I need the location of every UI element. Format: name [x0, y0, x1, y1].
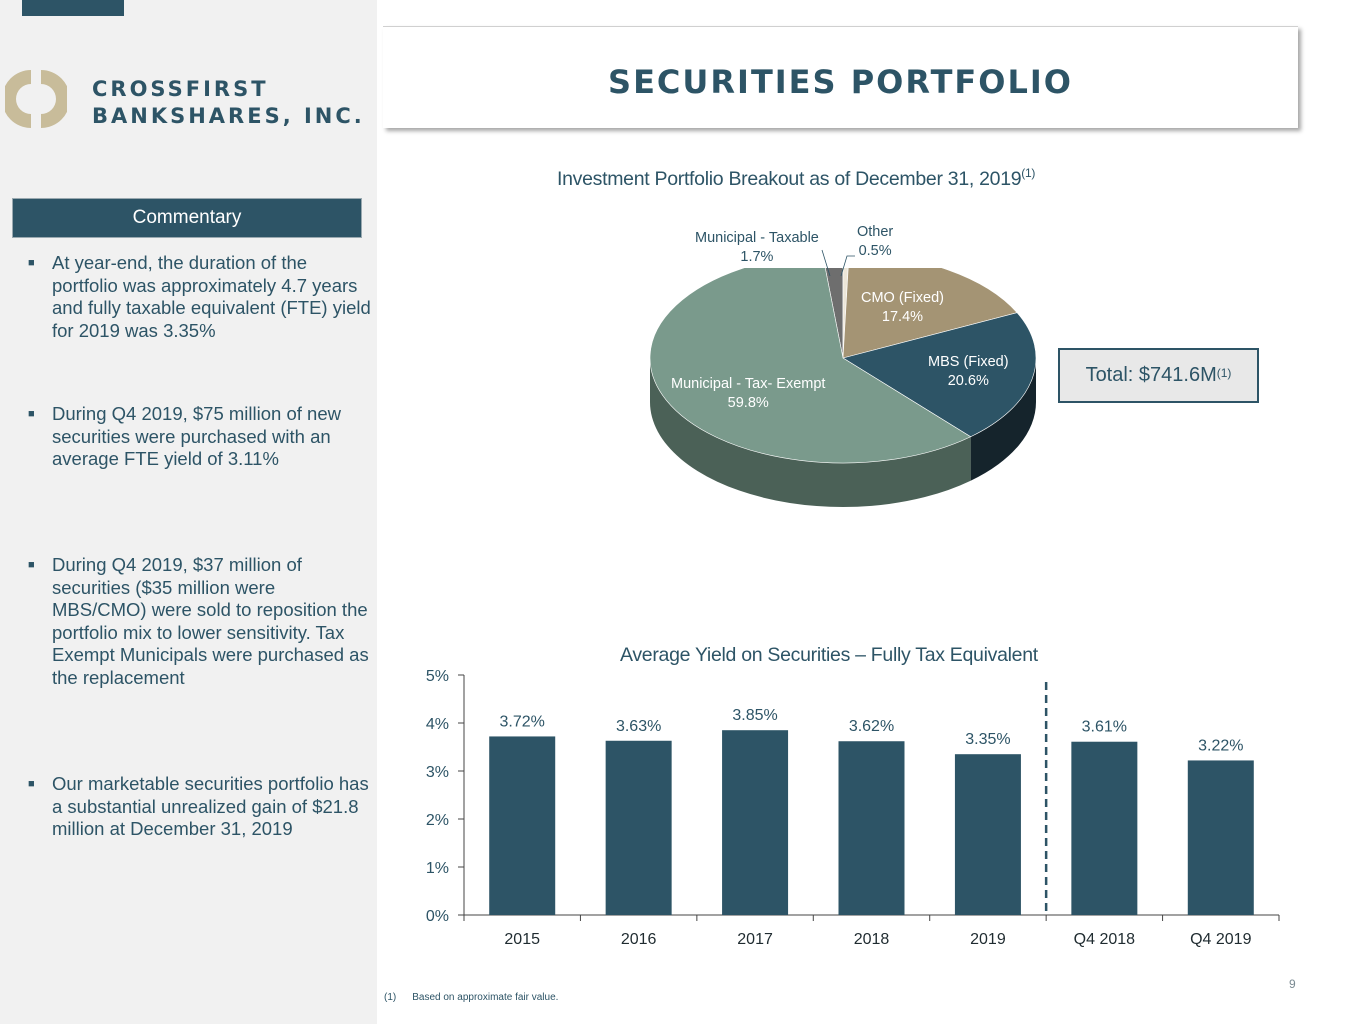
- pie-label-name: MBS (Fixed): [928, 354, 1009, 370]
- bar-2019: [954, 754, 1021, 915]
- bar-q4-2019: [1187, 760, 1254, 915]
- commentary-bullet: ■ Our marketable securities portfolio ha…: [22, 773, 372, 841]
- bar-2015: [489, 736, 556, 915]
- leader-line-other: [840, 255, 855, 277]
- pie-chart: [649, 268, 1037, 507]
- y-tick-label: 0%: [426, 908, 449, 925]
- x-tick-label: 2015: [504, 931, 540, 948]
- y-tick-label: 3%: [426, 764, 449, 781]
- pie-title-footnote-mark: (1): [1021, 166, 1036, 180]
- pie-side-municipal-tax-exempt: [650, 358, 971, 507]
- bar-value-label: 3.22%: [1198, 737, 1243, 754]
- bar-value-label: 3.85%: [732, 707, 777, 724]
- y-tick-label: 1%: [426, 860, 449, 877]
- bullet-icon: ■: [28, 778, 35, 790]
- y-tick-label: 5%: [426, 668, 449, 685]
- x-tick-label: 2018: [854, 931, 890, 948]
- footnote-number: (1): [384, 992, 397, 1003]
- pie-label-name: Municipal - Taxable: [695, 230, 819, 246]
- x-tick-label: 2016: [621, 931, 657, 948]
- pie-chart-title: Investment Portfolio Breakout as of Dece…: [557, 166, 1036, 191]
- bullet-text: During Q4 2019, $75 million of new secur…: [52, 403, 341, 470]
- y-tick-label: 2%: [426, 812, 449, 829]
- bar-value-label: 3.72%: [500, 713, 545, 730]
- total-box: Total: $741.6M(1): [1058, 348, 1259, 403]
- commentary-header: Commentary: [12, 198, 362, 238]
- pie-slice-cmo-fixed: [842, 268, 1018, 359]
- bar-2017: [722, 730, 789, 915]
- total-label: Total: $741.6M: [1085, 364, 1217, 386]
- footnote: (1) Based on approximate fair value.: [384, 992, 558, 1003]
- bullet-text: During Q4 2019, $37 million of securitie…: [52, 554, 369, 688]
- x-tick-label: Q4 2018: [1074, 931, 1135, 948]
- pie-label-mbs-fixed: MBS (Fixed) 20.6%: [928, 353, 1009, 391]
- page-title: SECURITIES PORTFOLIO: [608, 63, 1073, 101]
- pie-slice-municipal-taxable: [824, 268, 844, 359]
- bullet-icon: ■: [28, 559, 35, 571]
- commentary-bullet: ■ At year-end, the duration of the portf…: [22, 252, 372, 342]
- bullet-text: Our marketable securities portfolio has …: [52, 773, 369, 840]
- bar-value-label: 3.62%: [849, 718, 894, 735]
- title-box: SECURITIES PORTFOLIO: [383, 26, 1298, 128]
- crossfirst-logo-icon: [5, 70, 67, 128]
- pie-label-value: 0.5%: [858, 243, 892, 259]
- pie-label-municipal-tax-exempt: Municipal - Tax- Exempt 59.8%: [671, 375, 825, 413]
- pie-label-municipal-taxable: Municipal - Taxable 1.7%: [695, 229, 819, 267]
- bullet-text: At year-end, the duration of the portfol…: [52, 252, 371, 341]
- bar-2018: [838, 741, 905, 915]
- pie-side-mbs-fixed: [970, 358, 1036, 481]
- brand-line-2: BANKSHARES, INC.: [92, 104, 365, 128]
- brand-line-1: CROSSFIRST: [92, 77, 269, 101]
- bullet-icon: ■: [28, 408, 35, 420]
- bar-chart-title: Average Yield on Securities – Fully Tax …: [620, 644, 1038, 666]
- bar-chart: 0% 1% 2% 3% 4% 5% 3.72% 2015 3.63% 2016 3.85% 2017 3…: [426, 668, 1280, 948]
- pie-title-text: Investment Portfolio Breakout as of Dece…: [557, 168, 1022, 190]
- pie-label-value: 17.4%: [881, 309, 924, 325]
- pie-label-value: 59.8%: [727, 395, 769, 411]
- pie-label-other: Other 0.5%: [857, 223, 893, 261]
- bar-value-label: 3.35%: [965, 731, 1010, 748]
- bar-value-label: 3.61%: [1082, 719, 1127, 736]
- pie-label-value: 1.7%: [740, 249, 774, 265]
- x-tick-label: Q4 2019: [1190, 931, 1251, 948]
- total-footnote-mark: (1): [1216, 366, 1232, 380]
- left-panel: [0, 0, 377, 1024]
- bar-q4-2018: [1071, 741, 1138, 915]
- pie-leader-lines: [821, 249, 855, 277]
- brand-name: CROSSFIRST BANKSHARES, INC.: [92, 76, 365, 130]
- x-tick-label: 2019: [970, 931, 1006, 948]
- footnote-text: Based on approximate fair value.: [412, 992, 559, 1003]
- top-accent-bar: [22, 0, 124, 16]
- pie-slice-municipal-tax-exempt: [649, 268, 972, 464]
- pie-label-name: Municipal - Tax- Exempt: [671, 376, 826, 392]
- y-tick-label: 4%: [426, 716, 449, 733]
- bar-2016: [605, 740, 672, 915]
- page-number: 9: [1289, 977, 1296, 991]
- leader-line-municipal-taxable: [821, 249, 831, 277]
- pie-label-cmo-fixed: CMO (Fixed) 17.4%: [861, 289, 944, 327]
- commentary-bullet: ■ During Q4 2019, $75 million of new sec…: [22, 403, 372, 471]
- bullet-icon: ■: [28, 257, 35, 269]
- x-tick-label: 2017: [737, 931, 773, 948]
- pie-label-name: CMO (Fixed): [861, 290, 944, 306]
- commentary-bullet: ■ During Q4 2019, $37 million of securit…: [22, 554, 372, 690]
- bar-value-label: 3.63%: [616, 718, 661, 735]
- pie-label-name: Other: [857, 224, 894, 240]
- pie-label-value: 20.6%: [947, 373, 989, 389]
- pie-slice-mbs-fixed: [842, 312, 1037, 438]
